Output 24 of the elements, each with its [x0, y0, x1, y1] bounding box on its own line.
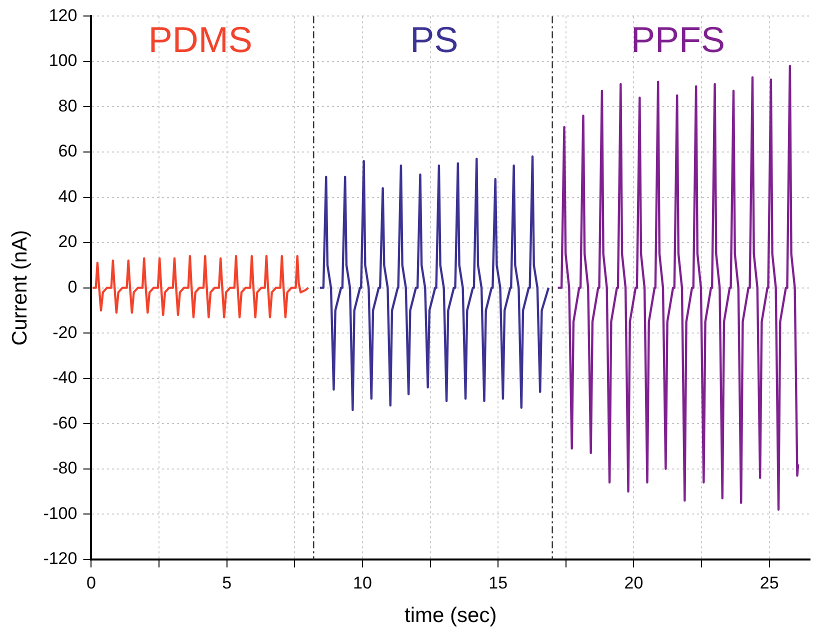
y-tick-label: -40	[52, 368, 78, 388]
y-tick-label: 120	[48, 6, 78, 25]
x-tick-label: 25	[760, 573, 779, 592]
y-tick-label: 60	[58, 142, 78, 161]
x-tick-label: 20	[624, 573, 644, 592]
y-tick-label: -60	[52, 413, 78, 432]
series-label: PPFS	[631, 19, 726, 60]
y-tick-label: -100	[43, 504, 78, 523]
x-tick-label: 10	[353, 573, 372, 592]
y-tick-label: 80	[58, 96, 78, 116]
x-tick-label: 5	[222, 573, 232, 592]
y-tick-label: -120	[43, 549, 78, 568]
y-tick-label: 100	[48, 51, 78, 70]
y-tick-label: -80	[52, 458, 78, 478]
y-tick-label: 40	[58, 186, 78, 206]
x-tick-label: 15	[488, 573, 508, 592]
x-axis-title: time (sec)	[404, 604, 497, 628]
y-tick-label: 20	[58, 232, 78, 252]
y-tick-label: -20	[52, 322, 78, 342]
x-tick-label: 0	[86, 573, 96, 592]
y-axis-title: Current (nA)	[8, 230, 32, 346]
text: PDMS	[148, 19, 252, 60]
y-tick-label: 0	[68, 277, 78, 296]
text: PS	[410, 19, 458, 60]
